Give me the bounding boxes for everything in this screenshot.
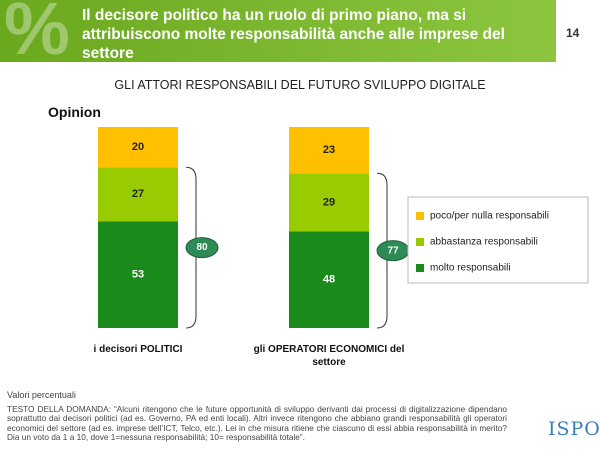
- header-band: [0, 0, 556, 62]
- chart-label: Opinion: [48, 104, 101, 120]
- legend-label: abbastanza responsabili: [430, 237, 538, 248]
- legend-swatch: [416, 212, 424, 220]
- legend-swatch: [416, 238, 424, 246]
- data-label: 53: [132, 269, 144, 281]
- question: TESTO DELLA DOMANDA: “Alcuni ritengono c…: [7, 404, 507, 443]
- category-label-box: gli OPERATORI ECONOMICI del settore: [253, 344, 405, 368]
- logo: ISPO: [548, 418, 600, 440]
- bar-segment: [289, 231, 369, 328]
- total-label: 80: [196, 242, 208, 253]
- category-label-box: i decisori POLITICI: [93, 344, 183, 355]
- note: Valori percentuali: [7, 390, 76, 400]
- data-label: 20: [132, 141, 144, 153]
- data-label: 29: [323, 196, 335, 208]
- header-title: Il decisore politico ha un ruolo di prim…: [82, 7, 505, 62]
- category-label: i decisori POLITICI: [93, 344, 183, 355]
- total-label: 77: [387, 245, 399, 256]
- category-label: gli OPERATORI ECONOMICI del settore: [253, 344, 405, 368]
- bar-segment: [98, 167, 178, 222]
- bar-segment: [289, 127, 369, 174]
- chart-title: GLI ATTORI RESPONSABILI DEL FUTURO SVILU…: [114, 78, 486, 92]
- total-badge: [185, 237, 219, 259]
- bar-segment: [289, 173, 369, 232]
- legend-label: poco/per nulla responsabili: [430, 211, 549, 222]
- legend-box: [407, 196, 589, 284]
- page-number: 14: [566, 26, 580, 40]
- data-label: 48: [323, 274, 335, 286]
- data-label: 23: [323, 144, 335, 156]
- data-label: 27: [132, 188, 144, 200]
- watermark: %: [4, 0, 70, 70]
- legend-label: molto responsabili: [430, 263, 511, 274]
- legend-swatch: [416, 264, 424, 272]
- bar-segment: [98, 221, 178, 328]
- bar-segment: [98, 127, 178, 168]
